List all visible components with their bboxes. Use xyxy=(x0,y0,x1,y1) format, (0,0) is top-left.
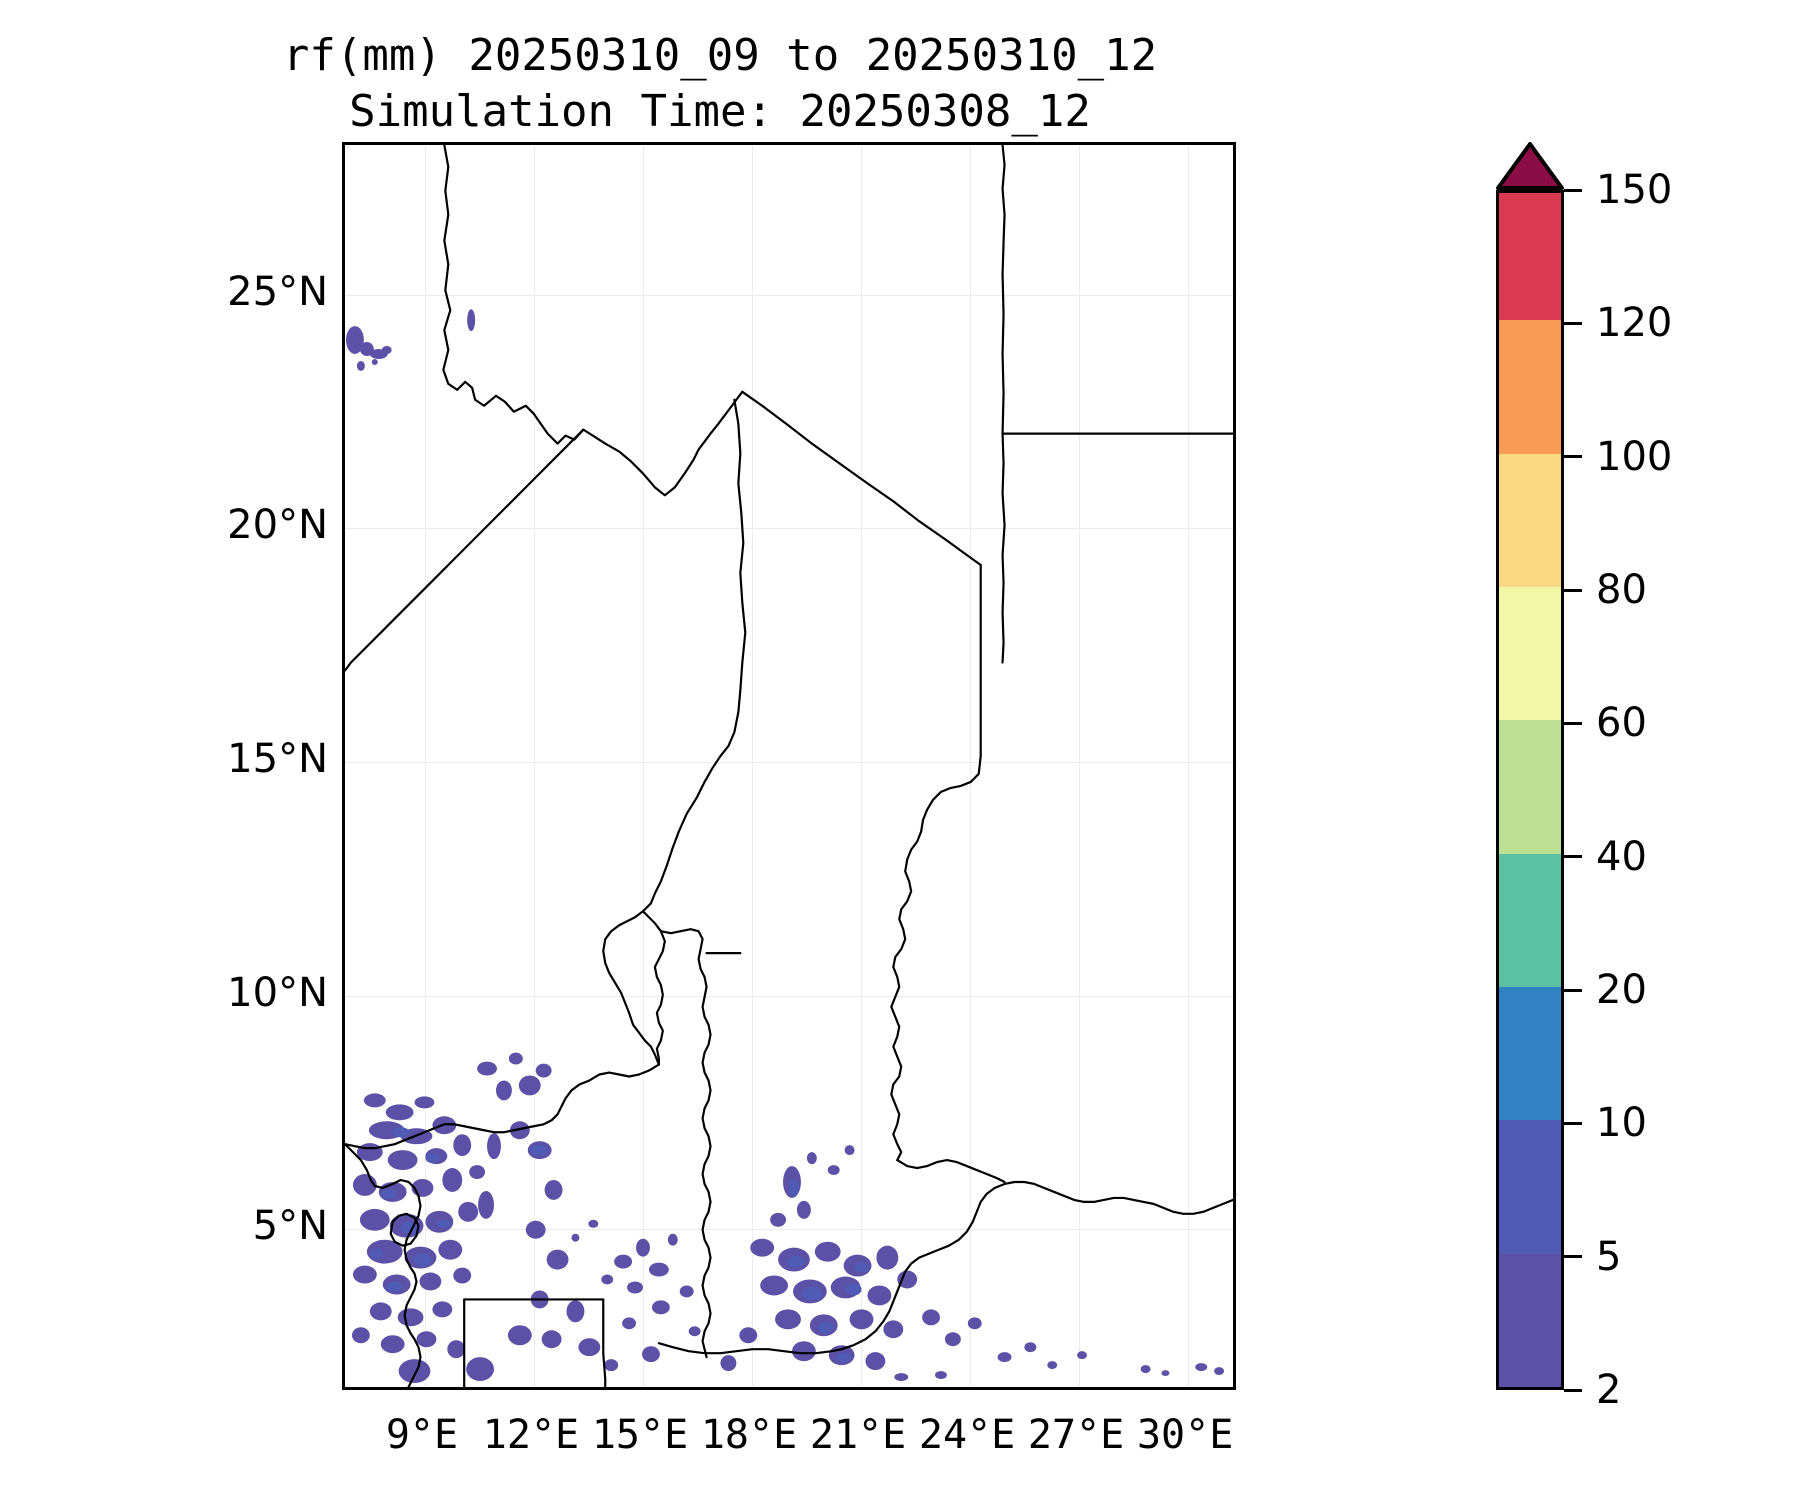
gridline-vertical xyxy=(424,145,426,1387)
xtick-label-1: 12°E xyxy=(482,1412,580,1458)
colorbar-band xyxy=(1499,720,1561,854)
colorbar-tick xyxy=(1564,1121,1582,1125)
map-inner xyxy=(345,145,1233,1387)
colorbar-tick-label-100: 100 xyxy=(1596,433,1673,480)
colorbar-tick-label-10: 10 xyxy=(1596,1100,1647,1147)
gridline-vertical xyxy=(970,145,972,1387)
gridline-horizontal xyxy=(345,995,1233,997)
xtick-label-0: 9°E xyxy=(385,1412,459,1458)
colorbar-band xyxy=(1499,1253,1561,1387)
gridline-horizontal xyxy=(345,294,1233,296)
colorbar-tick-label-80: 80 xyxy=(1596,567,1647,613)
country-borders-layer xyxy=(345,145,1233,1387)
precipitation-layer xyxy=(345,309,1225,1384)
chart-title-line-1: rf(mm) 20250310_09 to 20250310_12 xyxy=(282,30,1158,81)
precip-southwest-cluster-dark xyxy=(369,1127,547,1292)
precip-northwest-patch xyxy=(345,326,392,371)
colorbar-band xyxy=(1499,193,1561,321)
colorbar-tick-label-20: 20 xyxy=(1596,967,1647,1013)
gridline-vertical xyxy=(1079,145,1081,1387)
colorbar-gradient xyxy=(1496,190,1564,1390)
precip-central-south-cluster xyxy=(571,1219,701,1372)
xtick-label-6: 27°E xyxy=(1027,1412,1125,1458)
colorbar-tick xyxy=(1564,188,1582,192)
colorbar-band xyxy=(1499,320,1561,454)
chart-title-block: rf(mm) 20250310_09 to 20250310_12 Simula… xyxy=(0,28,1440,140)
colorbar-band xyxy=(1499,987,1561,1121)
colorbar-tick-label-5: 5 xyxy=(1596,1233,1622,1280)
colorbar-tick xyxy=(1564,855,1582,859)
precip-southeast-specks xyxy=(894,1342,1225,1382)
colorbar-tick-label-60: 60 xyxy=(1596,700,1647,747)
colorbar-tick xyxy=(1564,721,1582,725)
precip-south-central-cluster-light xyxy=(720,1145,982,1372)
gridline-vertical xyxy=(1188,145,1190,1387)
colorbar-tick xyxy=(1564,988,1582,992)
colorbar-extend-arrow-icon xyxy=(1496,142,1564,190)
ytick-label-0: 25°N xyxy=(227,268,328,315)
gridline-horizontal xyxy=(345,761,1233,763)
chart-title-line-2: Simulation Time: 20250308_12 xyxy=(349,86,1091,137)
xtick-label-4: 21°E xyxy=(809,1412,907,1458)
xtick-label-3: 18°E xyxy=(700,1412,798,1458)
ytick-label-2: 15°N xyxy=(227,735,328,782)
colorbar-band xyxy=(1499,587,1561,721)
colorbar-tick-label-120: 120 xyxy=(1596,300,1673,347)
colorbar-band xyxy=(1499,853,1561,987)
xtick-label-5: 24°E xyxy=(918,1412,1016,1458)
colorbar-tick xyxy=(1564,588,1582,592)
gridline-vertical xyxy=(752,145,754,1387)
colorbar: 2 5 10 20 40 60 80 100 120 150 xyxy=(1496,142,1796,1413)
ytick-label-3: 10°N xyxy=(227,969,328,1016)
gridline-vertical xyxy=(533,145,535,1387)
colorbar-band xyxy=(1499,453,1561,587)
gridline-vertical xyxy=(643,145,644,1387)
gridline-vertical xyxy=(861,145,863,1387)
colorbar-tick xyxy=(1564,455,1582,459)
colorbar-band xyxy=(1499,1120,1561,1254)
ytick-label-1: 20°N xyxy=(227,502,328,549)
gridline-horizontal xyxy=(345,1229,1233,1231)
ytick-label-4: 5°N xyxy=(252,1203,328,1250)
gridline-horizontal xyxy=(345,528,1233,530)
colorbar-tick xyxy=(1564,321,1582,325)
xtick-label-7: 30°E xyxy=(1136,1412,1234,1458)
colorbar-tick-label-2: 2 xyxy=(1596,1367,1622,1413)
colorbar-tick-label-150: 150 xyxy=(1596,167,1673,213)
xtick-label-2: 15°E xyxy=(591,1412,689,1458)
map-plot-area xyxy=(342,142,1236,1390)
colorbar-tick xyxy=(1564,1388,1582,1392)
precip-north-border-speck xyxy=(467,309,476,332)
colorbar-tick-label-40: 40 xyxy=(1596,833,1647,880)
precip-south-central-cluster-dark xyxy=(787,1179,869,1363)
map-vector-layer xyxy=(345,145,1233,1387)
colorbar-tick xyxy=(1564,1255,1582,1259)
